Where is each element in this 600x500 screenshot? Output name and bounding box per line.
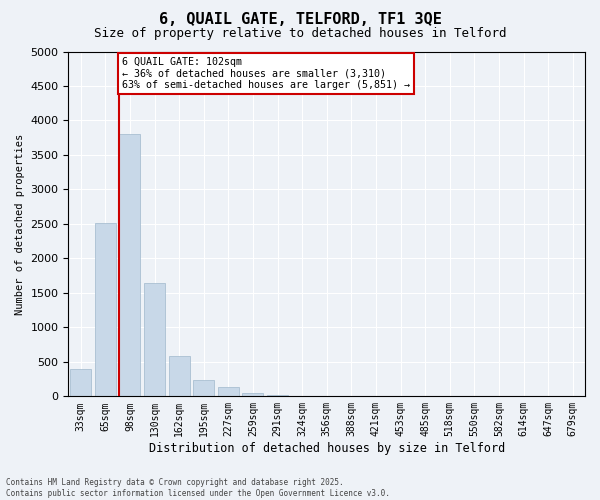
Text: Size of property relative to detached houses in Telford: Size of property relative to detached ho…: [94, 28, 506, 40]
Text: Contains HM Land Registry data © Crown copyright and database right 2025.
Contai: Contains HM Land Registry data © Crown c…: [6, 478, 390, 498]
Bar: [95, 222, 116, 396]
Bar: [119, 134, 140, 396]
Bar: [169, 356, 190, 397]
Bar: [70, 370, 91, 396]
Bar: [193, 380, 214, 396]
Y-axis label: Number of detached properties: Number of detached properties: [15, 134, 25, 314]
Text: 6, QUAIL GATE, TELFORD, TF1 3QE: 6, QUAIL GATE, TELFORD, TF1 3QE: [158, 12, 442, 28]
Bar: [242, 392, 263, 396]
Bar: [267, 394, 288, 396]
X-axis label: Distribution of detached houses by size in Telford: Distribution of detached houses by size …: [149, 442, 505, 455]
Text: 6 QUAIL GATE: 102sqm
← 36% of detached houses are smaller (3,310)
63% of semi-de: 6 QUAIL GATE: 102sqm ← 36% of detached h…: [122, 57, 410, 90]
Bar: [144, 283, 165, 397]
Bar: [218, 388, 239, 396]
